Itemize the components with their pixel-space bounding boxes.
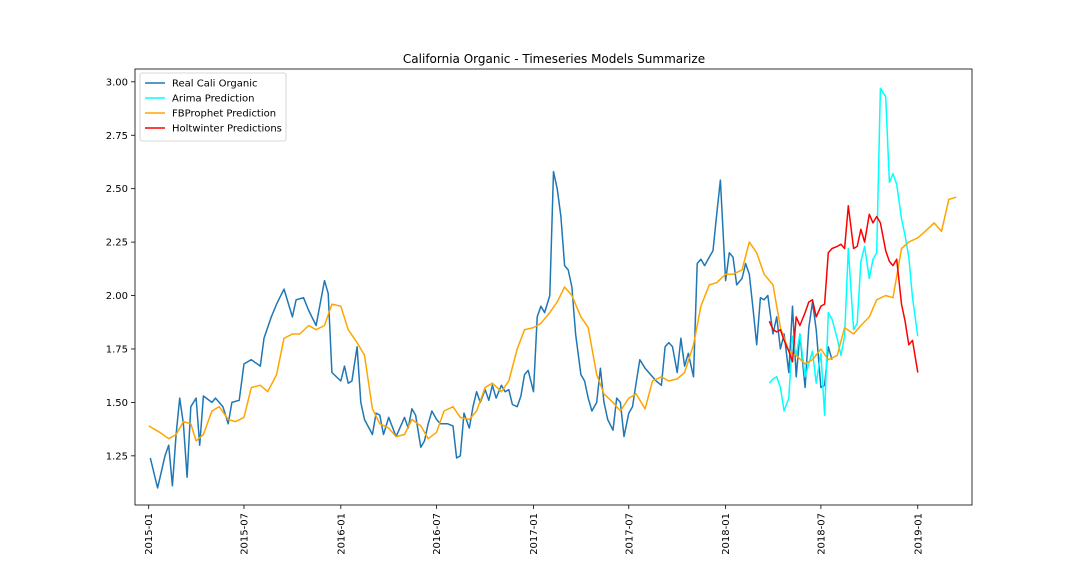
plot-frame: [134, 68, 973, 506]
plot-area: [148, 87, 957, 489]
chart-title: California Organic - Timeseries Models S…: [403, 52, 705, 66]
series-line-arima-prediction: [768, 87, 919, 416]
y-tick-label: 3.00: [106, 77, 128, 88]
legend-box: [139, 72, 287, 142]
series-line-holtwinter-predictions: [768, 205, 919, 373]
y-tick-label: 2.50: [106, 184, 128, 195]
y-tick-label: 1.25: [106, 451, 128, 462]
x-tick-label: 2016-07: [432, 513, 443, 555]
y-tick-label: 2.25: [106, 238, 128, 249]
series-line-real-cali-organic: [149, 170, 833, 489]
x-tick-label: 2018-07: [816, 513, 827, 555]
series-line-fbprophet-prediction: [148, 196, 957, 442]
x-tick-label: 2018-01: [721, 513, 732, 555]
legend-entry: Arima Prediction: [172, 94, 254, 105]
x-tick-label: 2015-07: [239, 513, 250, 555]
y-tick-label: 1.50: [106, 398, 128, 409]
x-tick-label: 2016-01: [336, 513, 347, 555]
x-tick-label: 2017-07: [624, 513, 635, 555]
legend-entry: FBProphet Prediction: [172, 109, 276, 120]
y-tick-label: 1.75: [106, 344, 128, 355]
x-tick-label: 2019-01: [913, 513, 924, 555]
legend: Real Cali Organic Arima Prediction FBProph…: [139, 72, 287, 142]
legend-entry: Holtwinter Predictions: [172, 124, 282, 135]
x-tick-label: 2015-01: [144, 513, 155, 555]
y-tick-label: 2.00: [106, 291, 128, 302]
y-tick-label: 2.75: [106, 131, 128, 142]
legend-entry: Real Cali Organic: [172, 79, 257, 90]
x-tick-label: 2017-01: [529, 513, 540, 555]
axes: 1.25 1.50 1.75 2.00 2.25 2.50 2.75 3.00 2015-01 2…: [106, 68, 973, 555]
